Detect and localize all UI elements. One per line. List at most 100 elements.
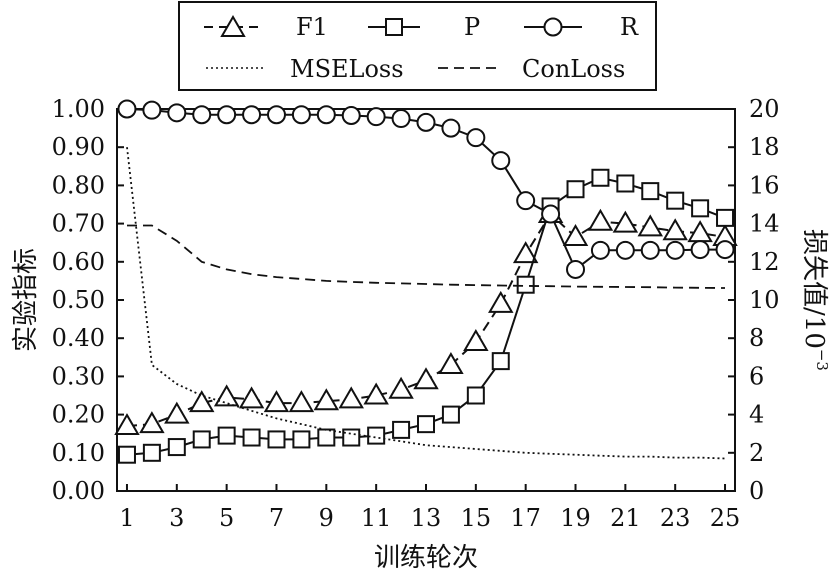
data-point-p: [591, 168, 610, 187]
data-point-p: [566, 180, 585, 199]
data-point-p: [516, 275, 535, 294]
data-point-r: [242, 105, 262, 125]
data-point-f1: [288, 390, 315, 413]
right-tick-label: 20: [749, 95, 780, 123]
x-tick-label: 7: [269, 504, 284, 532]
x-tick-label: 1: [119, 504, 134, 532]
x-tick-label: 13: [411, 504, 442, 532]
right-tick-label: 6: [749, 362, 764, 390]
left-tick-label: 0.50: [52, 286, 105, 314]
series-conloss: [127, 224, 726, 289]
data-point-p: [666, 191, 685, 210]
data-point-p: [716, 208, 735, 227]
data-point-f1: [363, 382, 389, 405]
data-point-p: [192, 430, 211, 449]
data-point-p: [292, 430, 311, 449]
data-point-f1: [238, 386, 265, 409]
legend: F1 P R MSELoss ConLoss: [178, 1, 657, 91]
left-tick-label: 0.20: [52, 401, 105, 429]
data-point-p: [616, 174, 635, 193]
series-f1: [114, 201, 738, 436]
data-point-p: [367, 426, 386, 445]
x-tick-label: 23: [660, 504, 691, 532]
series-r: [117, 99, 735, 279]
series-line-f1: [126, 212, 726, 428]
data-point-f1: [139, 411, 165, 434]
data-point-f1: [512, 241, 539, 264]
left-axis-title: 实验指标: [11, 248, 41, 352]
data-point-f1: [338, 386, 364, 409]
data-point-r: [516, 191, 536, 211]
right-tick-label: 4: [749, 401, 764, 429]
data-point-r: [266, 105, 286, 125]
data-point-r: [142, 100, 162, 120]
left-tick-label: 0.90: [52, 133, 105, 161]
data-point-f1: [213, 384, 240, 407]
x-axis-title: 训练轮次: [374, 543, 478, 573]
data-point-r: [690, 240, 710, 260]
data-point-p: [217, 426, 236, 445]
right-tick-label: 2: [749, 439, 764, 467]
data-point-f1: [388, 376, 414, 399]
data-point-p: [142, 443, 161, 462]
right-axis-title-text: 损失值/10: [799, 229, 829, 349]
data-point-r: [117, 99, 137, 119]
right-tick-label: 8: [749, 324, 764, 352]
data-point-p: [392, 420, 411, 439]
x-tick-label: 9: [319, 504, 334, 532]
right-axis-ticks: 0 2 4 6 8 10 12 14 16 18 20: [728, 95, 780, 505]
data-point-f1: [562, 223, 589, 246]
legend-p-label: P: [464, 13, 480, 41]
x-tick-label: 21: [610, 504, 641, 532]
left-tick-label: 0.30: [52, 362, 105, 390]
data-point-f1: [263, 390, 290, 413]
data-point-r: [640, 240, 660, 260]
data-point-f1: [587, 208, 614, 231]
data-point-p: [317, 428, 336, 447]
data-point-r: [391, 109, 411, 129]
data-point-p: [641, 182, 660, 201]
x-tick-label: 19: [560, 504, 591, 532]
data-point-p: [267, 430, 286, 449]
data-point-f1: [313, 388, 340, 411]
left-tick-label: 0.70: [52, 210, 105, 238]
data-point-r: [291, 105, 311, 125]
legend-p-marker: [385, 18, 403, 36]
data-point-r: [541, 204, 561, 224]
data-point-p: [417, 415, 435, 434]
data-point-f1: [463, 329, 489, 352]
data-point-f1: [164, 401, 190, 424]
data-point-f1: [188, 390, 215, 413]
data-point-r: [366, 107, 386, 127]
data-point-f1: [413, 367, 439, 390]
data-point-p: [117, 445, 136, 464]
legend-frame: [178, 1, 657, 91]
data-point-r: [491, 151, 511, 171]
left-tick-label: 0.60: [52, 248, 105, 276]
data-point-p: [466, 386, 485, 405]
x-tick-label: 11: [361, 504, 392, 532]
data-point-r: [192, 105, 212, 125]
x-tick-label: 17: [510, 504, 541, 532]
data-point-r: [566, 259, 586, 279]
series-line-r: [126, 108, 725, 271]
data-point-r: [590, 240, 610, 260]
data-point-p: [691, 199, 710, 218]
data-point-r: [416, 112, 436, 132]
data-point-r: [615, 240, 635, 260]
left-tick-label: 0.00: [52, 477, 105, 505]
legend-conloss-label: ConLoss: [522, 55, 625, 83]
left-axis-ticks: 0.00 0.10 0.20 0.30 0.40 0.50 0.60 0.70 0.80 0.90…: [52, 95, 124, 505]
legend-entry-f1: F1: [204, 13, 328, 41]
right-tick-label: 16: [749, 171, 780, 199]
right-tick-label: 0: [749, 477, 764, 505]
left-tick-label: 0.80: [52, 171, 105, 199]
right-tick-label: 12: [749, 248, 780, 276]
left-tick-label: 0.40: [52, 324, 105, 352]
data-point-f1: [488, 290, 514, 313]
data-point-r: [665, 240, 685, 260]
x-tick-label: 3: [169, 504, 184, 532]
data-point-p: [242, 428, 261, 447]
series-p: [117, 168, 735, 464]
data-point-r: [167, 103, 187, 123]
